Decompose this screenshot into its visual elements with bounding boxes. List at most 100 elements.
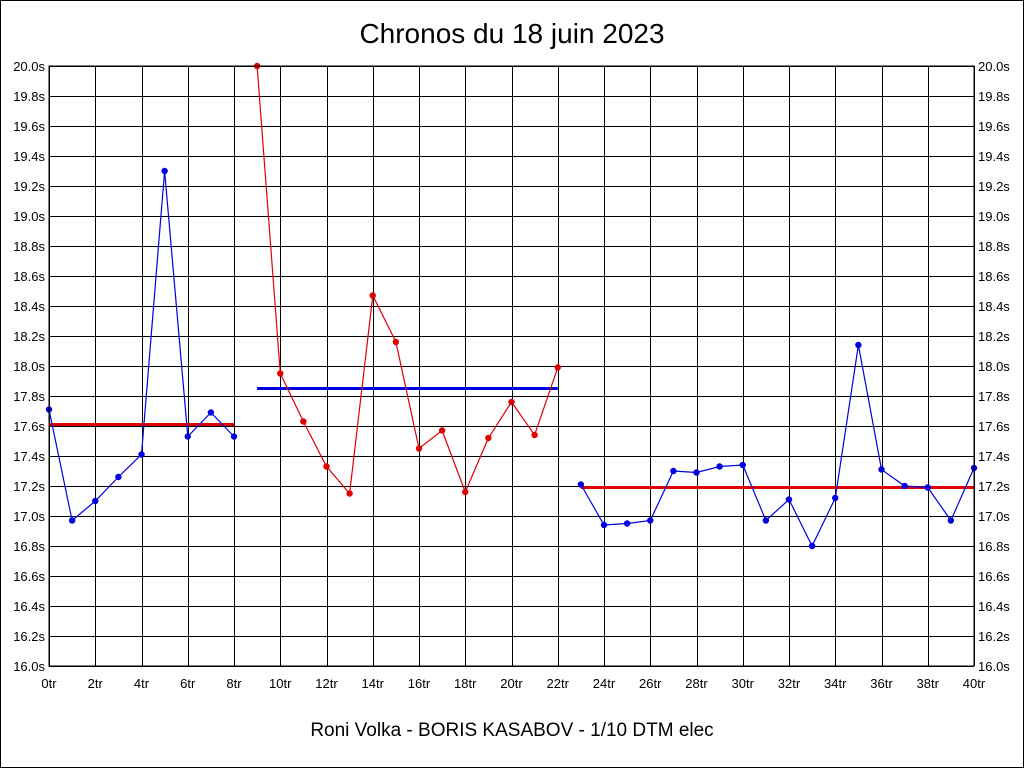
data-point [785, 496, 793, 503]
chart-title: Chronos du 18 juin 2023 [359, 18, 665, 49]
plot-border [48, 65, 975, 667]
data-point [808, 542, 816, 550]
y-tick-label: 17.8s [13, 389, 45, 404]
series-3 [577, 341, 978, 550]
x-tick-label: 32tr [778, 676, 801, 691]
y-tick-label-right: 17.2s [978, 479, 1010, 494]
y-tick-label-right: 19.2s [978, 179, 1010, 194]
y-tick-label: 16.8s [13, 539, 45, 554]
y-tick-label-right: 16.8s [978, 539, 1010, 554]
data-point [878, 466, 885, 473]
y-tick-label-right: 19.0s [978, 209, 1010, 224]
y-tick-label-right: 19.6s [978, 119, 1010, 134]
y-tick-label: 19.0s [13, 209, 45, 224]
x-tick-label: 30tr [732, 676, 755, 691]
data-point [323, 463, 330, 470]
y-tick-label-right: 17.8s [978, 389, 1010, 404]
x-tick-label: 40tr [963, 676, 986, 691]
y-tick-label: 16.6s [13, 569, 45, 584]
grid [49, 66, 975, 667]
x-tick-label: 6tr [180, 676, 196, 691]
y-tick-label: 18.6s [13, 269, 45, 284]
data-point [184, 433, 191, 440]
series-1 [45, 167, 238, 524]
y-tick-label-right: 18.6s [978, 269, 1010, 284]
y-tick-label: 16.0s [13, 659, 45, 674]
y-tick-label-right: 16.6s [978, 569, 1010, 584]
data-point [554, 364, 561, 371]
data-point [693, 469, 700, 476]
x-tick-label: 18tr [454, 676, 477, 691]
data-point [670, 467, 677, 475]
y-tick-label: 20.0s [13, 59, 45, 74]
data-point [716, 463, 723, 470]
y-tick-label: 18.2s [13, 329, 45, 344]
data-point [115, 473, 122, 481]
y-tick-label: 18.0s [13, 359, 45, 374]
x-tick-label: 36tr [870, 676, 893, 691]
data-point [762, 517, 770, 524]
data-point [277, 370, 284, 377]
data-point [739, 461, 746, 469]
data-point [924, 484, 931, 491]
data-point [855, 341, 862, 349]
x-tick-label: 14tr [362, 676, 385, 691]
data-point [161, 167, 168, 175]
series-2 [253, 62, 561, 497]
y-tick-label: 17.2s [13, 479, 45, 494]
y-tick-label-right: 17.4s [978, 449, 1010, 464]
data-point [207, 409, 215, 416]
data-point [346, 490, 353, 497]
y-tick-label-right: 19.8s [978, 89, 1010, 104]
data-point [92, 497, 99, 505]
data-point [485, 434, 492, 442]
y-tick-label: 19.6s [13, 119, 45, 134]
y-tick-label-right: 17.0s [978, 509, 1010, 524]
x-tick-labels: 0tr 2tr 4tr 6tr 8tr 10tr 12tr 14tr 16tr 18tr 20tr 2… [41, 676, 985, 691]
series-line [256, 65, 559, 495]
y-tick-label: 16.2s [13, 629, 45, 644]
series-line [580, 344, 975, 548]
x-tick-label: 16tr [408, 676, 431, 691]
x-tick-label: 28tr [685, 676, 708, 691]
data-point [438, 427, 446, 434]
x-tick-label: 10tr [269, 676, 292, 691]
y-tick-label: 19.2s [13, 179, 45, 194]
x-tick-label: 38tr [917, 676, 940, 691]
data-point [392, 338, 400, 346]
x-tick-label: 26tr [639, 676, 662, 691]
data-point [462, 488, 469, 496]
data-point [415, 445, 423, 452]
y-tick-label-right: 18.4s [978, 299, 1010, 314]
y-tick-label-right: 18.2s [978, 329, 1010, 344]
y-tick-label: 16.4s [13, 599, 45, 614]
data-point [577, 481, 585, 488]
y-tick-label: 18.4s [13, 299, 45, 314]
y-tick-label: 19.4s [13, 149, 45, 164]
y-tick-label-right: 18.0s [978, 359, 1010, 374]
y-tick-label-right: 19.4s [978, 149, 1010, 164]
x-tick-label: 8tr [226, 676, 242, 691]
data-point [623, 520, 631, 527]
x-tick-label: 20tr [500, 676, 523, 691]
series-line [48, 170, 235, 522]
y-tick-label: 17.6s [13, 419, 45, 434]
chart-footer: Roni Volka - BORIS KASABOV - 1/10 DTM el… [310, 720, 714, 741]
data-point [832, 494, 839, 502]
y-tick-label: 19.8s [13, 89, 45, 104]
data-point [600, 521, 608, 529]
data-point [230, 433, 238, 440]
x-tick-label: 24tr [593, 676, 616, 691]
data-point [647, 517, 654, 524]
y-tick-label-right: 16.4s [978, 599, 1010, 614]
data-point [300, 418, 307, 425]
y-tick-label: 17.0s [13, 509, 45, 524]
x-tick-label: 2tr [88, 676, 104, 691]
y-tick-label: 18.8s [13, 239, 45, 254]
y-tick-label-right: 16.2s [978, 629, 1010, 644]
data-point [369, 292, 376, 299]
y-tick-labels-right: 16.0s 16.2s 16.4s 16.6s 16.8s 17.0s 17.2s 17.4s… [978, 59, 1010, 674]
x-tick-label: 0tr [41, 676, 57, 691]
x-tick-label: 34tr [824, 676, 847, 691]
